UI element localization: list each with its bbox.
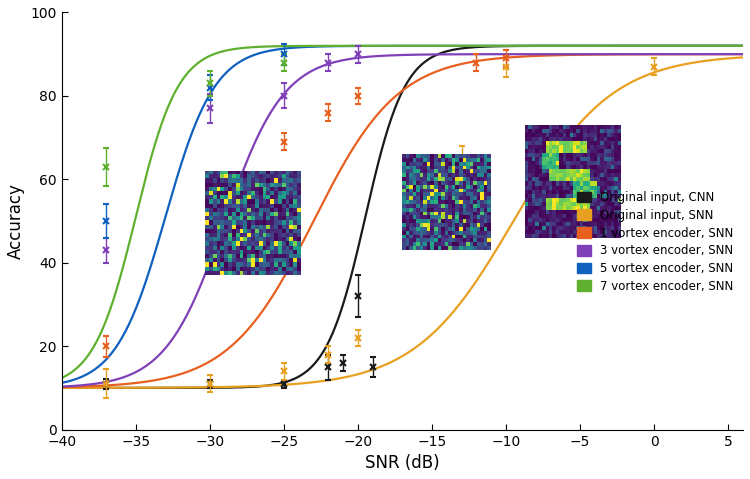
X-axis label: SNR (dB): SNR (dB) <box>365 454 440 472</box>
Y-axis label: Accuracy: Accuracy <box>7 183 25 259</box>
Legend: Original input, CNN, Original input, SNN, 1 vortex encoder, SNN, 3 vortex encode: Original input, CNN, Original input, SNN… <box>573 188 737 296</box>
